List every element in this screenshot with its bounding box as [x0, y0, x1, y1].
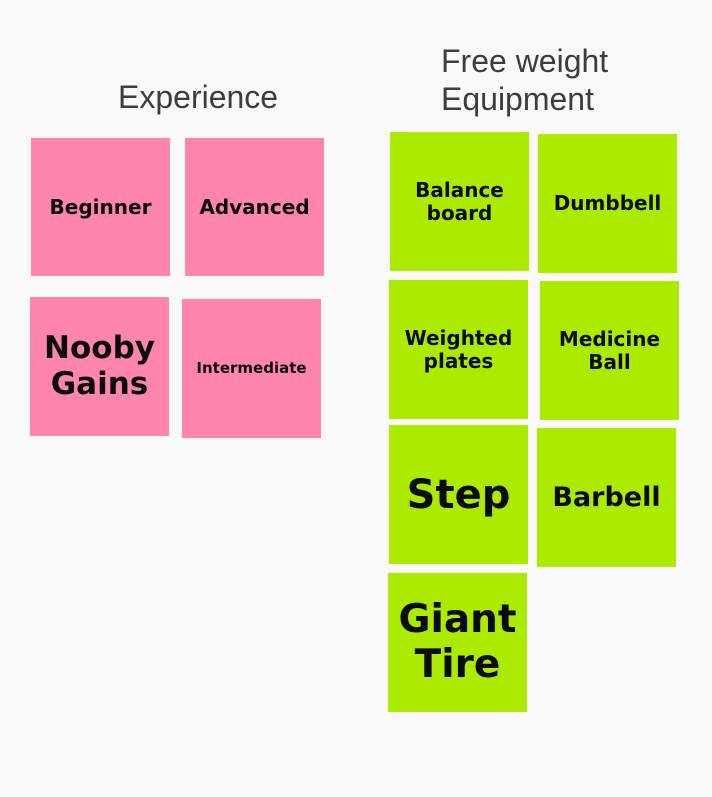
note-text: Dumbbell — [553, 191, 662, 215]
sticky-note-intermediate[interactable]: Intermediate — [182, 299, 321, 438]
note-text: Weighted plates — [404, 325, 513, 373]
note-text: Nooby Gains — [44, 329, 155, 402]
note-text: Giant Tire — [398, 596, 517, 687]
sticky-note-balance-board[interactable]: Balance board — [390, 132, 529, 271]
sticky-note-step[interactable]: Step — [389, 425, 528, 564]
note-text: Step — [406, 471, 511, 518]
note-text: Medicine Ball — [558, 326, 661, 374]
note-text: Beginner — [49, 194, 152, 219]
sticky-note-nooby-gains[interactable]: Nooby Gains — [30, 297, 169, 436]
note-text: Intermediate — [196, 358, 307, 377]
equipment-heading: Free weight Equipment — [441, 43, 609, 118]
sticky-note-dumbbell[interactable]: Dumbbell — [538, 134, 677, 273]
note-text: Advanced — [199, 194, 310, 219]
sticky-note-medicine-ball[interactable]: Medicine Ball — [540, 281, 679, 420]
note-text: Barbell — [552, 481, 661, 513]
sticky-note-giant-tire[interactable]: Giant Tire — [388, 573, 527, 712]
sticky-note-advanced[interactable]: Advanced — [185, 138, 324, 276]
note-text: Balance board — [415, 177, 504, 225]
experience-heading: Experience — [118, 79, 279, 115]
sticky-note-beginner[interactable]: Beginner — [31, 138, 170, 276]
sticky-note-barbell[interactable]: Barbell — [537, 428, 676, 567]
sticky-note-weighted-plates[interactable]: Weighted plates — [389, 280, 528, 419]
